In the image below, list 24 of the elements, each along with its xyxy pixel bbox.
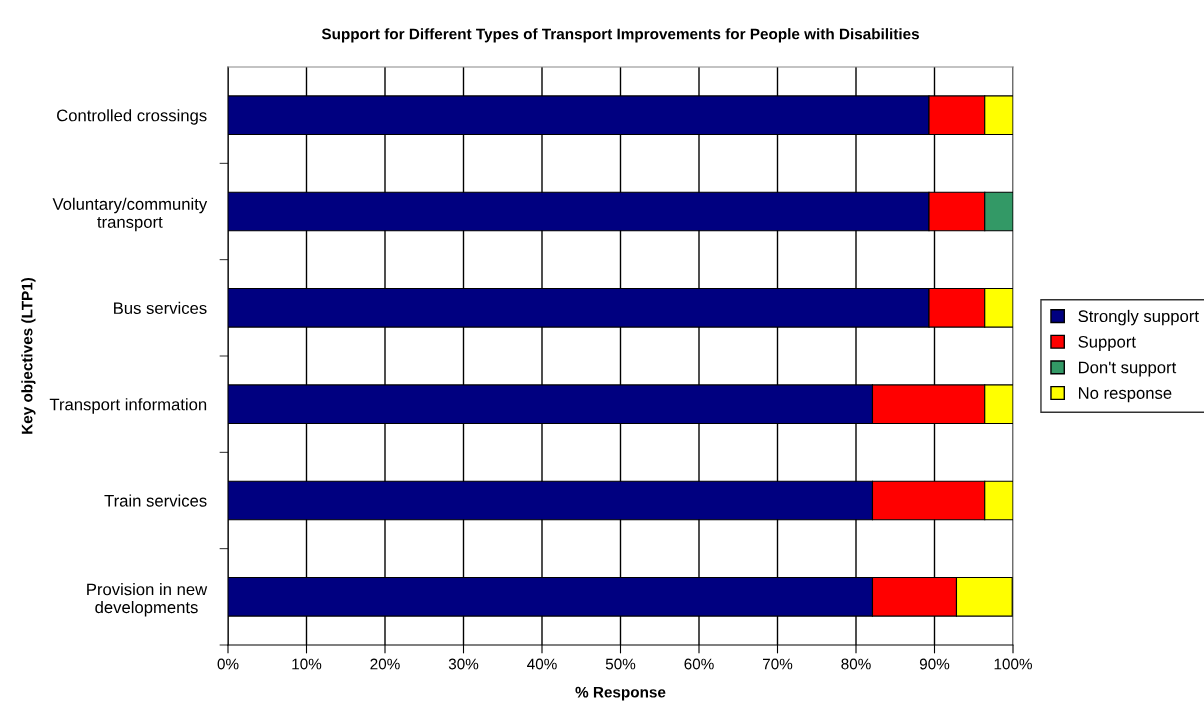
x-axis-title: % Response <box>575 686 666 701</box>
y-tick-label: Transport information <box>49 398 207 414</box>
x-tick-label: 80% <box>841 658 871 670</box>
y-tick-label: Voluntary/community transport <box>52 197 208 232</box>
x-tick-label: 0% <box>217 658 239 670</box>
y-tick-label: Controlled crossings <box>57 109 207 125</box>
y-tick-label: Bus services <box>114 301 207 315</box>
x-tick-label: 20% <box>370 658 400 670</box>
y-tick-label: Provision in new developments <box>87 583 208 617</box>
y-axis-title: Key objectives (LTP1) <box>21 277 36 434</box>
legend-label: Strongly support <box>1078 309 1199 326</box>
y-tick-label: Train services <box>104 494 207 507</box>
legend-label: No response <box>1078 387 1172 403</box>
chart-title: Support for Different Types of Transport Improvements for People with Disabilities <box>321 28 919 43</box>
legend-label: Don't support <box>1078 361 1177 377</box>
x-tick-label: 100% <box>994 658 1032 670</box>
x-tick-label: 10% <box>292 658 322 670</box>
legend-label: Support <box>1078 335 1136 351</box>
x-tick-label: 70% <box>762 658 793 670</box>
x-tick-label: 30% <box>448 658 479 670</box>
x-tick-label: 40% <box>527 658 557 670</box>
x-tick-label: 50% <box>605 658 636 670</box>
x-tick-label: 60% <box>684 658 714 670</box>
x-tick-label: 90% <box>919 658 950 670</box>
